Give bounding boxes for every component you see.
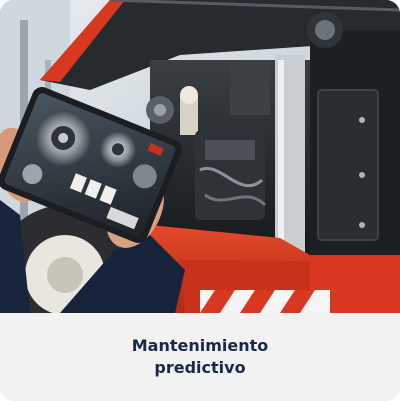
card-caption: Mantenimiento predictivo [0, 313, 400, 401]
service-photo [0, 0, 400, 313]
card-title: Mantenimiento predictivo [131, 336, 269, 377]
